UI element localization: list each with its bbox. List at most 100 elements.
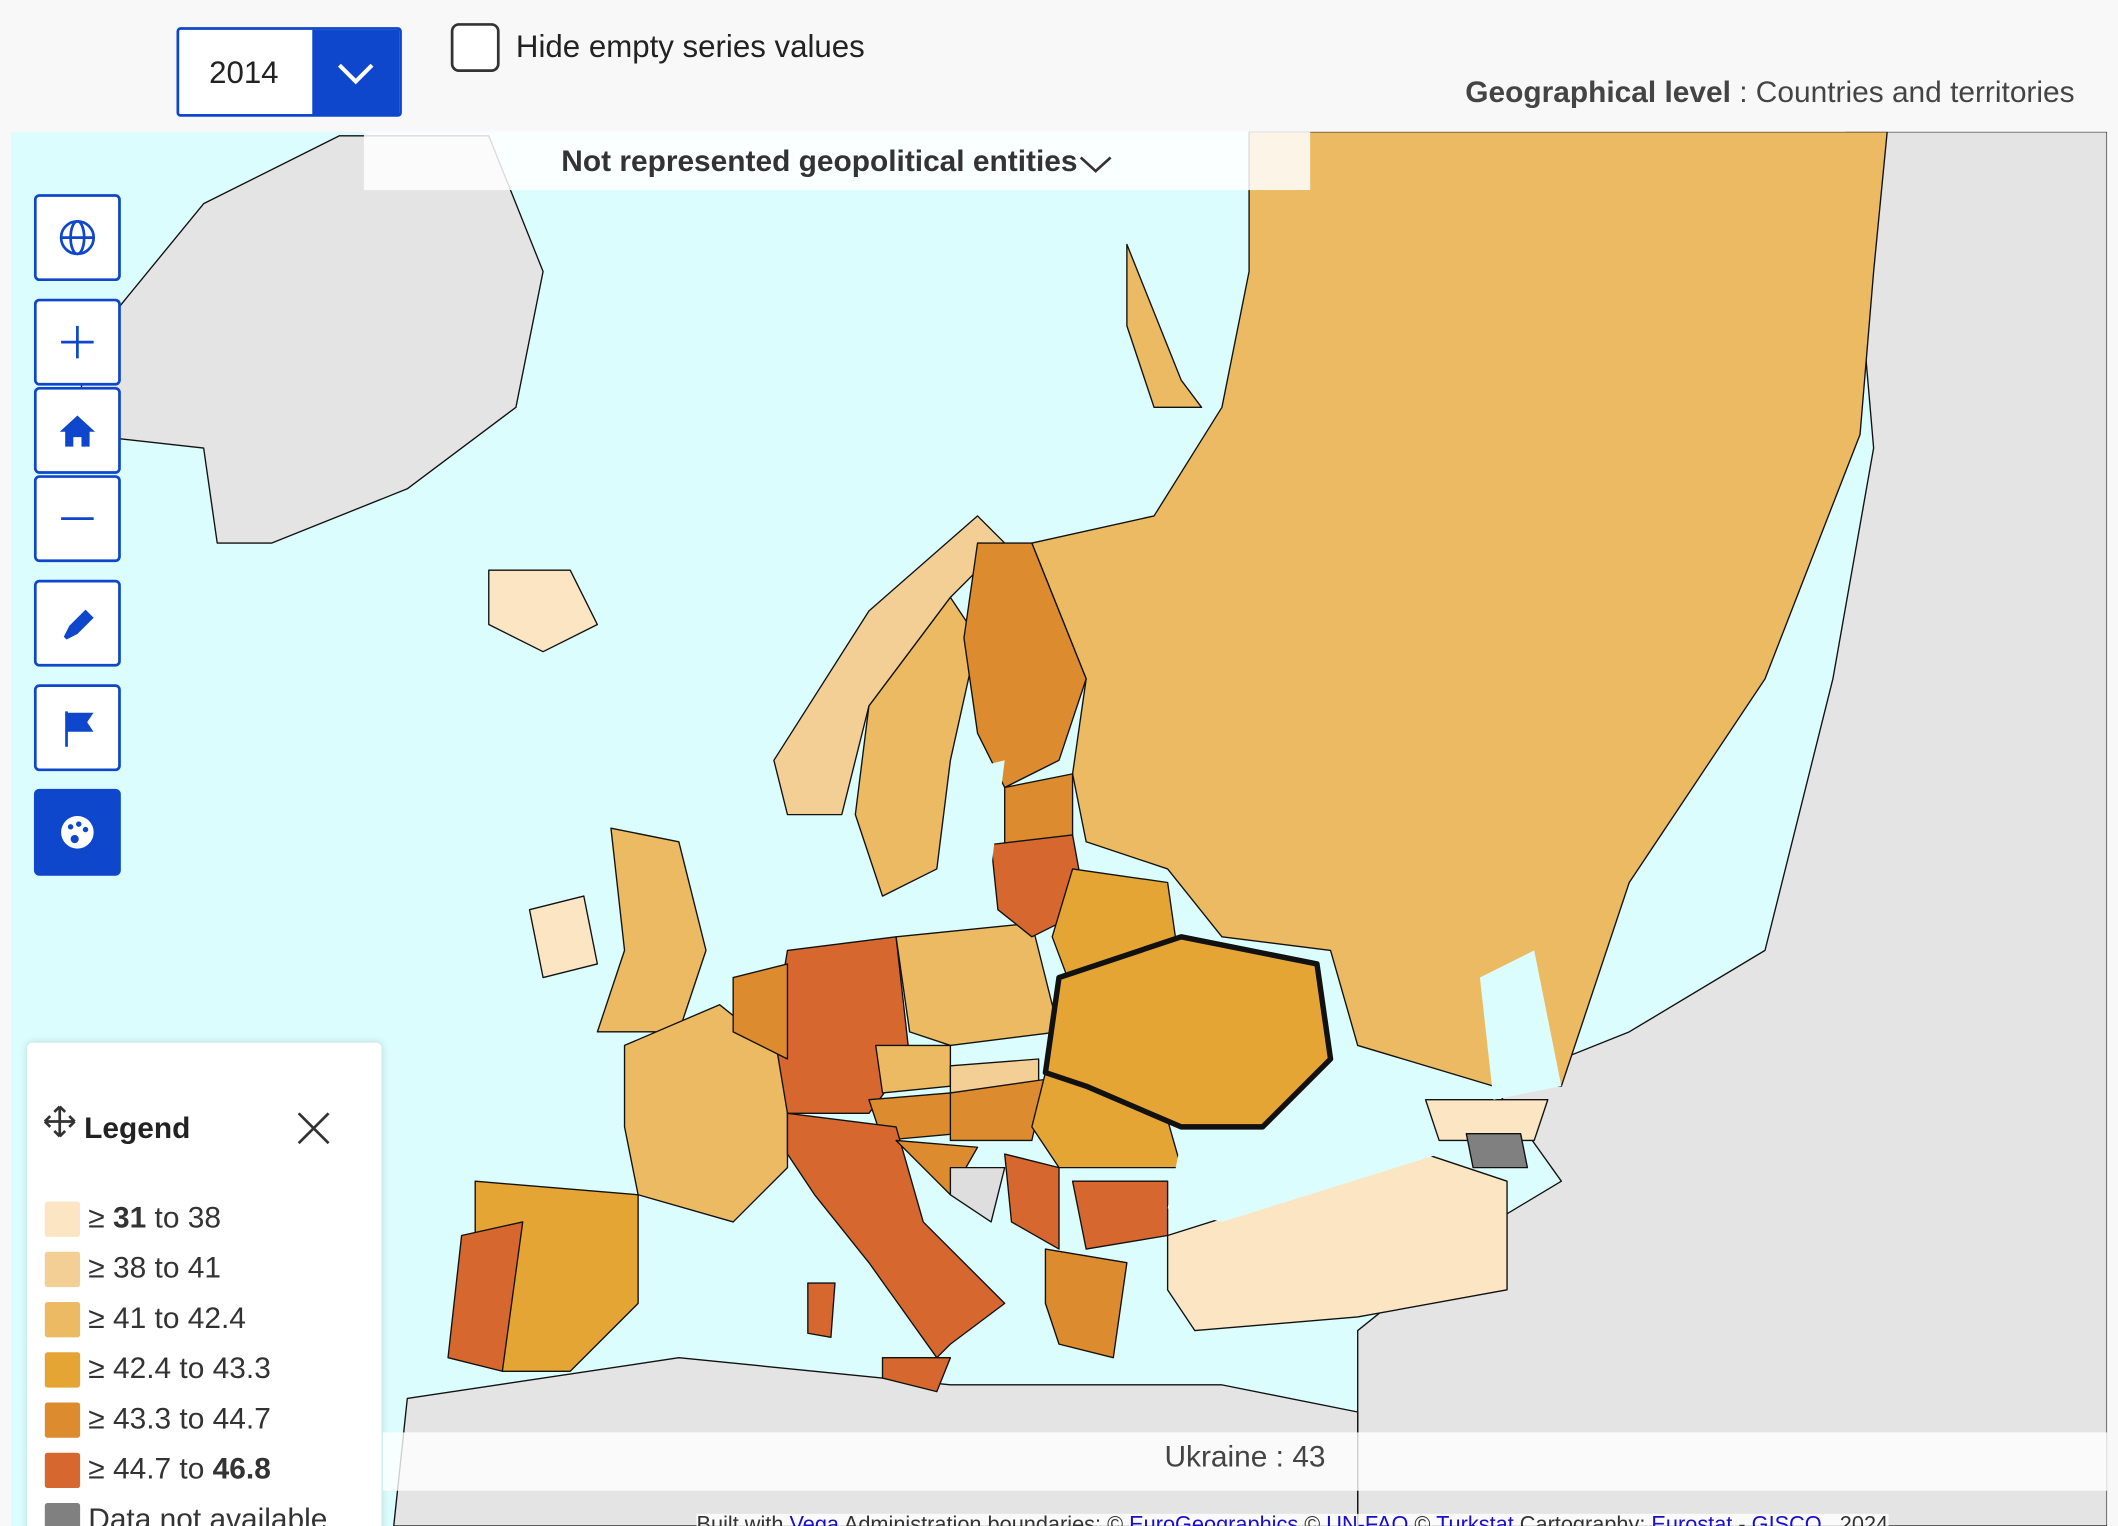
region[interactable] [1166,1153,1508,1332]
legend-item: ≥ 38 to 41 [44,1250,221,1288]
dropdown-button[interactable] [312,29,400,115]
region[interactable] [80,135,544,544]
palette-button[interactable] [33,788,121,876]
region[interactable] [875,1044,952,1094]
region[interactable] [949,1078,1047,1142]
legend-from: 41 [112,1300,147,1335]
attribution: Built with Vega Administration boundarie… [696,1513,1889,1526]
legend-swatch [44,1452,81,1489]
flag-button[interactable] [33,684,121,772]
sea-body [936,760,1005,883]
attribution-link[interactable]: Eurostat [1651,1513,1733,1526]
legend-symbol: ≥ [88,1401,105,1436]
attribution-link[interactable]: Turkstat [1436,1513,1514,1526]
legend-na-label: Data not available [88,1501,328,1526]
icon [59,219,96,256]
region[interactable] [807,1282,836,1339]
region[interactable] [528,895,599,979]
legend-symbol: ≥ [88,1451,105,1486]
legend-item: Data not available [44,1501,328,1526]
legend-from: 38 [112,1250,147,1285]
legend-item: ≥ 31 to 38 [44,1200,222,1238]
legend-joiner: to [179,1350,205,1385]
region[interactable] [949,1166,1006,1223]
legend-item: ≥ 42.4 to 43.3 [44,1350,271,1388]
region[interactable] [732,963,789,1060]
region[interactable] [881,1357,952,1393]
geo-level: Geographical level : Countries and terri… [1465,75,2074,110]
attribution-text: - [1738,1513,1746,1526]
region[interactable] [854,596,979,897]
zoom-in-button[interactable] [33,298,121,386]
icon [61,517,94,520]
tooltip-value: 43 [1292,1439,1326,1474]
legend-to: 38 [187,1200,222,1235]
legend-symbol: ≥ [88,1200,105,1235]
legend-to: 46.8 [212,1451,271,1486]
checkbox[interactable] [450,23,500,72]
home-button[interactable] [33,386,121,474]
icon [65,711,94,747]
attribution-text: © [1304,1513,1321,1526]
geo-value: : Countries and territories [1739,74,2075,109]
legend-symbol: ≥ [88,1350,105,1385]
region[interactable] [1004,1153,1060,1250]
attribution-text: Administration boundaries: © [843,1513,1124,1526]
attribution-link[interactable]: GISCO [1751,1513,1822,1526]
icon [61,325,94,359]
legend-joiner: to [154,1300,180,1335]
legend-joiner: to [154,1250,180,1285]
legend-swatch [44,1503,81,1526]
region[interactable] [1357,131,2108,1526]
chevron-icon [1079,156,1111,174]
sea-body [1167,1099,1440,1222]
not-represented-label: Not represented geopolitical entities [561,143,1078,178]
legend-to: 43.3 [212,1350,271,1385]
draw-button[interactable] [33,579,121,667]
legend-swatch [44,1201,81,1238]
checkbox-label: Hide empty series values [515,28,865,64]
region[interactable] [488,569,599,653]
attribution-link[interactable]: Vega [789,1513,840,1526]
region[interactable] [1126,243,1203,408]
legend-joiner: to [154,1200,180,1235]
geo-label: Geographical level [1465,74,1731,109]
not-represented-toggle[interactable]: Not represented geopolitical entities [363,131,1311,191]
attribution-text: , 2024 [1827,1513,1889,1526]
attribution-link[interactable]: EuroGeographics [1129,1513,1299,1526]
region[interactable] [786,1112,1006,1359]
region[interactable] [623,1004,789,1223]
zoom-out-button[interactable] [33,475,121,563]
legend-panel: Legend ≥ 31 to 38 ≥ 38 to 41 ≥ 41 to 42.4 ≥… [27,1042,382,1526]
legend-swatch [44,1402,81,1439]
legend-title: Legend [84,1110,191,1145]
chevron-icon [337,63,374,85]
legend-item: ≥ 44.7 to 46.8 [44,1451,271,1489]
legend-item: ≥ 43.3 to 44.7 [44,1401,271,1439]
region[interactable] [1031,131,1888,1087]
legend-from: 44.7 [112,1451,172,1486]
region[interactable] [447,1221,524,1372]
tooltip: Ukraine : 43 [382,1432,2108,1491]
globe-button[interactable] [33,194,121,282]
year-select[interactable]: 2014 [176,27,402,117]
selected-region[interactable] [1042,934,1334,1130]
region[interactable] [895,922,1060,1047]
move-icon[interactable] [41,1102,79,1140]
attribution-text: © [1414,1513,1431,1526]
legend-symbol: ≥ [88,1250,105,1285]
tooltip-separator: : [1275,1439,1285,1474]
attribution-link[interactable]: UN-FAO [1326,1513,1409,1526]
close-button[interactable] [296,1111,331,1146]
attribution-text: Built with [696,1513,784,1526]
region[interactable] [963,542,1087,789]
legend-item: ≥ 41 to 42.4 [44,1300,246,1338]
region[interactable] [1044,1248,1128,1359]
region[interactable] [1424,1099,1549,1142]
legend-swatch [44,1252,81,1288]
legend-from: 31 [112,1200,147,1235]
tooltip-name: Ukraine [1164,1439,1268,1474]
region[interactable] [1465,1133,1529,1169]
icon [63,609,94,640]
